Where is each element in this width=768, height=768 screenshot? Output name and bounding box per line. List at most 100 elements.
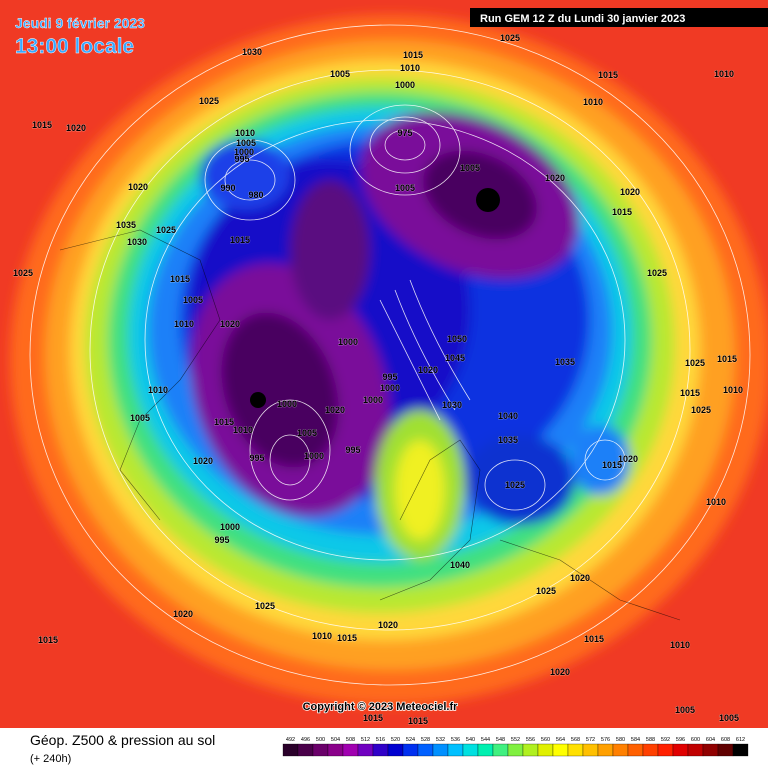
scale-swatch <box>612 743 629 757</box>
scale-label: 596 <box>676 737 685 743</box>
scale-label: 580 <box>616 737 625 743</box>
pressure-label: 1010 <box>312 631 332 641</box>
pressure-label: 1020 <box>128 182 148 192</box>
pressure-label: 1015 <box>230 235 250 245</box>
pressure-label: 1005 <box>297 428 317 438</box>
scale-label: 544 <box>481 737 490 743</box>
copyright: Copyright © 2023 Meteociel.fr <box>303 701 459 713</box>
scale-label: 604 <box>706 737 715 743</box>
scale-swatch <box>672 743 689 757</box>
pressure-label: 1035 <box>498 435 518 445</box>
pressure-label: 1015 <box>598 70 618 80</box>
forecast-time: 13:00 locale <box>15 35 134 58</box>
pressure-label: 1030 <box>127 237 147 247</box>
pressure-label: 1020 <box>173 609 193 619</box>
scale-label: 536 <box>451 737 460 743</box>
pressure-label: 1015 <box>584 634 604 644</box>
scale-label: 524 <box>406 737 415 743</box>
pressure-label: 1005 <box>460 163 480 173</box>
pressure-label: 1010 <box>174 319 194 329</box>
pressure-label: 1005 <box>330 69 350 79</box>
scale-swatch <box>447 743 464 757</box>
scale-label: 500 <box>316 737 325 743</box>
pressure-label: 990 <box>220 183 235 193</box>
scale-swatch <box>417 743 434 757</box>
pressure-label: 1020 <box>418 365 438 375</box>
pressure-label: 1020 <box>618 454 638 464</box>
pressure-label: 1010 <box>583 97 603 107</box>
scale-label: 540 <box>466 737 475 743</box>
scale-label: 556 <box>526 737 535 743</box>
pressure-label: 1010 <box>235 128 255 138</box>
pressure-label: 1025 <box>536 586 556 596</box>
scale-label: 560 <box>541 737 550 743</box>
pressure-label: 975 <box>397 128 412 138</box>
pressure-label: 1015 <box>214 417 234 427</box>
pressure-label: 1005 <box>183 295 203 305</box>
scale-swatch <box>702 743 719 757</box>
pressure-label: 1015 <box>717 354 737 364</box>
pressure-label: 1000 <box>380 383 400 393</box>
pressure-label: 1020 <box>193 456 213 466</box>
pressure-label: 995 <box>214 535 229 545</box>
pressure-label: 1005 <box>675 705 695 715</box>
scale-label: 588 <box>646 737 655 743</box>
scale-label: 504 <box>331 737 340 743</box>
scale-swatch <box>357 743 374 757</box>
pressure-label: 1025 <box>685 358 705 368</box>
scale-swatch <box>312 743 329 757</box>
forecast-date: Jeudi 9 février 2023 <box>15 15 145 31</box>
pressure-label: 1000 <box>304 451 324 461</box>
pressure-label: 1015 <box>32 120 52 130</box>
pressure-label: 1020 <box>66 123 86 133</box>
pressure-label: 1025 <box>156 225 176 235</box>
scale-swatch <box>477 743 494 757</box>
pressure-label: 1015 <box>38 635 58 645</box>
scale-label: 612 <box>736 737 745 743</box>
scale-label: 584 <box>631 737 640 743</box>
pressure-label: 1000 <box>277 399 297 409</box>
scale-swatch <box>492 743 509 757</box>
pressure-label: 995 <box>382 372 397 382</box>
pressure-label: 1050 <box>447 334 467 344</box>
pressure-label: 1040 <box>450 560 470 570</box>
pressure-label: 1010 <box>400 63 420 73</box>
scale-label: 512 <box>361 737 370 743</box>
pressure-label: 1030 <box>242 47 262 57</box>
scale-swatch <box>597 743 614 757</box>
scale-swatch <box>432 743 449 757</box>
scale-swatch <box>537 743 554 757</box>
pressure-label: 1010 <box>670 640 690 650</box>
scale-swatch <box>717 743 734 757</box>
scale-swatch <box>687 743 704 757</box>
scale-label: 572 <box>586 737 595 743</box>
pressure-label: 1005 <box>236 138 256 148</box>
scale-label: 528 <box>421 737 430 743</box>
scale-swatch <box>522 743 539 757</box>
pressure-label: 1025 <box>255 601 275 611</box>
pressure-label: 1035 <box>116 220 136 230</box>
pressure-label: 1010 <box>723 385 743 395</box>
pressure-label: 1010 <box>714 69 734 79</box>
scale-label: 568 <box>571 737 580 743</box>
scale-label: 508 <box>346 737 355 743</box>
pressure-label: 1025 <box>500 33 520 43</box>
scale-label: 532 <box>436 737 445 743</box>
pressure-label: 1005 <box>130 413 150 423</box>
scale-swatch <box>732 743 749 757</box>
pressure-label: 1005 <box>395 183 415 193</box>
pressure-label: 1015 <box>403 50 423 60</box>
pressure-label: 1020 <box>220 319 240 329</box>
scale-label: 600 <box>691 737 700 743</box>
legend-title: Géop. Z500 & pression au sol <box>30 732 215 748</box>
scale-swatch <box>402 743 419 757</box>
pressure-label: 1000 <box>338 337 358 347</box>
pressure-label: 1010 <box>148 385 168 395</box>
pressure-label: 1025 <box>199 96 219 106</box>
color-scale: 492 496 500 504 508 512 516 520 524 528 532 536 540 5… <box>282 737 749 757</box>
scale-label: 516 <box>376 737 385 743</box>
scale-swatch <box>642 743 659 757</box>
scale-swatch <box>297 743 314 757</box>
scale-swatch <box>387 743 404 757</box>
